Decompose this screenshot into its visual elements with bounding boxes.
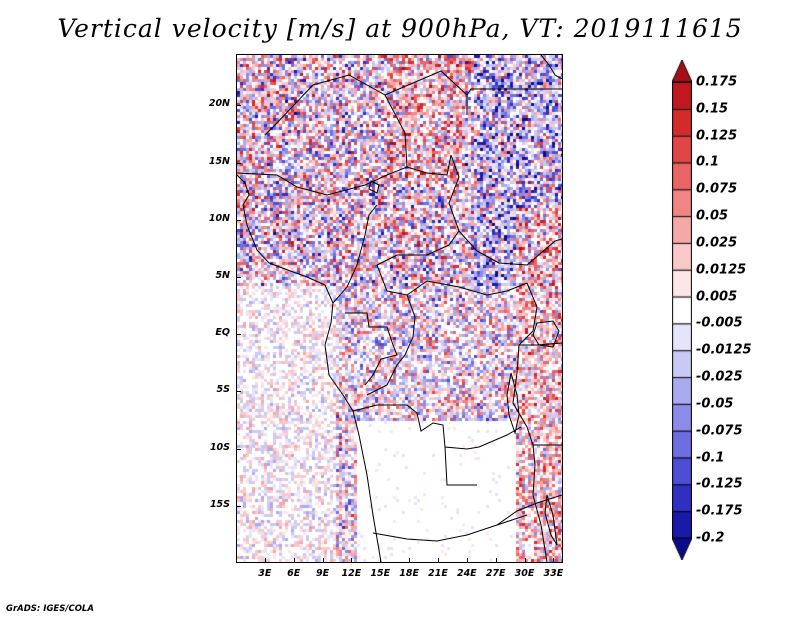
colorbar-label: -0.125: [696, 476, 743, 492]
colorbar-label: -0.075: [696, 423, 743, 439]
country-borders: [237, 55, 562, 562]
colorbar-label: 0.15: [696, 101, 729, 117]
colorbar: [672, 60, 692, 560]
lon-tick-label: 6E: [287, 568, 301, 579]
lat-tick-mark: [236, 391, 241, 393]
border-sudan-egypt: [466, 88, 562, 96]
coastline-west: [237, 174, 382, 562]
lat-tick-mark: [236, 162, 241, 164]
border-sahel: [237, 154, 452, 196]
colorbar-label: -0.0125: [696, 342, 752, 358]
lake-chad: [368, 180, 380, 194]
colorbar-label: 0.075: [696, 181, 738, 197]
border-niger-north: [274, 74, 408, 168]
lat-tick-label: 20N: [208, 98, 230, 110]
lon-tick-mark: [524, 558, 526, 563]
border-zambia: [478, 426, 522, 448]
lon-tick-mark: [553, 558, 555, 563]
lat-tick-mark: [236, 219, 241, 221]
lon-tick-label: 9E: [315, 568, 330, 579]
lon-tick-mark: [264, 558, 266, 563]
chart-title: Vertical velocity [m/s] at 900hPa, VT: 2…: [57, 14, 743, 43]
colorbar-label: -0.175: [696, 503, 743, 519]
lake-malawi: [544, 494, 558, 546]
colorbar-label: 0.05: [696, 208, 729, 224]
colorbar-label: -0.2: [696, 530, 725, 546]
lon-tick-label: 12E: [341, 568, 362, 579]
colorbar-label: -0.05: [696, 396, 734, 412]
lon-tick-label: 21E: [428, 568, 448, 579]
border-drc-angola: [352, 404, 480, 450]
lon-tick-label: 33E: [543, 568, 564, 579]
lon-tick-mark: [351, 558, 353, 563]
colorbar-label: 0.005: [696, 289, 738, 305]
border-congo-gabon: [345, 312, 398, 386]
lon-tick-mark: [437, 558, 439, 563]
lat-tick-label: EQ: [215, 327, 230, 339]
border-sudan-east: [498, 238, 562, 266]
lon-tick-mark: [380, 558, 382, 563]
colorbar-label: -0.1: [696, 450, 725, 466]
lat-tick-mark: [236, 334, 241, 336]
border-angola-south: [372, 514, 528, 542]
lat-tick-label: 10N: [208, 212, 230, 224]
lat-tick-label: 5S: [216, 384, 230, 396]
lake-victoria: [532, 320, 560, 348]
colorbar-label: -0.005: [696, 315, 743, 331]
border-drc-east: [512, 282, 548, 562]
lat-tick-mark: [236, 105, 241, 107]
lon-tick-label: 30E: [514, 568, 535, 579]
lon-tick-label: 18E: [399, 568, 419, 579]
lon-tick-mark: [495, 558, 497, 563]
border-east-africa: [519, 342, 562, 346]
lon-tick-mark: [293, 558, 295, 563]
colorbar-label: 0.1: [696, 154, 720, 170]
border-algeria-niger: [264, 124, 276, 136]
map-panel: [236, 54, 563, 563]
border-angola-zambia: [444, 446, 477, 486]
colorbar-label: 0.0125: [696, 262, 747, 278]
credit-label: GrADS: IGES/COLA: [6, 604, 94, 614]
lon-tick-mark: [409, 558, 411, 563]
lon-tick-mark: [466, 558, 468, 563]
colorbar-label: 0.125: [696, 128, 738, 144]
lon-tick-label: 24E: [456, 568, 477, 579]
border-car: [376, 230, 460, 266]
lat-tick-label: 15N: [208, 155, 230, 167]
lon-tick-label: 15E: [370, 568, 391, 579]
lat-tick-label: 10S: [209, 441, 230, 453]
vertical-velocity-field: [237, 55, 562, 562]
lat-tick-label: 5N: [215, 270, 230, 282]
lat-tick-label: 15S: [209, 498, 230, 510]
border-congo-drc: [366, 294, 416, 396]
lat-tick-mark: [236, 505, 241, 507]
lake-tanganyika: [506, 372, 520, 435]
border-car-south: [376, 264, 528, 296]
border-libya-chad: [384, 70, 468, 115]
colorbar-label: 0.175: [696, 74, 738, 90]
lon-tick-mark: [322, 558, 324, 563]
red-sea-coast: [540, 55, 562, 80]
border-zambia-south: [496, 494, 562, 526]
border-chad-sudan: [448, 154, 500, 264]
colorbar-label: -0.025: [696, 369, 743, 385]
lon-tick-label: 27E: [485, 568, 506, 579]
lat-tick-mark: [236, 277, 241, 279]
lat-tick-mark: [236, 448, 241, 450]
colorbar-label: 0.025: [696, 235, 738, 251]
lon-tick-label: 3E: [258, 568, 272, 579]
border-nigeria-cameroon: [332, 204, 378, 304]
